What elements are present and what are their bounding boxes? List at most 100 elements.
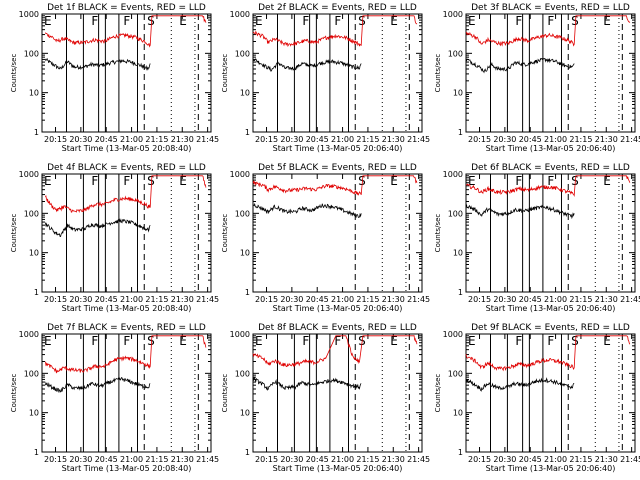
y-axis-label: Counts/sec: [10, 54, 18, 93]
interval-marker: S: [147, 14, 155, 28]
interval-marker: S: [147, 174, 155, 188]
x-tick-label: 21:30: [171, 135, 194, 144]
x-tick-label: 20:30: [69, 295, 92, 304]
x-tick-label: 20:30: [280, 135, 303, 144]
interval-marker: F: [515, 334, 522, 348]
interval-marker: F: [123, 14, 130, 28]
x-tick-label: 20:15: [44, 455, 67, 464]
x-tick-label: 21:15: [569, 455, 592, 464]
plot-frame: [465, 333, 636, 453]
y-tick-label: 1: [458, 448, 463, 457]
interval-marker: E: [44, 334, 52, 348]
plot-frame: [41, 173, 212, 293]
chart-panel-3: Det 3f BLACK = Events, RED = LLD 1 10 100 10…: [434, 3, 640, 153]
interval-marker: S: [571, 174, 579, 188]
interval-marker: F: [515, 14, 522, 28]
x-tick-label: 21:30: [382, 135, 405, 144]
x-tick-label: 20:30: [493, 135, 516, 144]
interval-marker: S: [571, 14, 579, 28]
x-tick-label: 20:45: [95, 455, 118, 464]
x-tick-label: 21:30: [595, 455, 618, 464]
x-tick-label: 21:15: [356, 135, 379, 144]
x-tick-label: 21:45: [196, 455, 219, 464]
x-axis-label: Start Time (13-Mar-05 20:06:40): [273, 304, 403, 313]
chart-panel-7: Det 7f BLACK = Events, RED = LLD 1 10 100 10…: [10, 323, 219, 473]
plot-frame: [465, 13, 636, 133]
chart-title: Det 1f BLACK = Events, RED = LLD: [47, 3, 206, 13]
x-tick-label: 21:30: [595, 295, 618, 304]
x-tick-label: 20:15: [468, 295, 491, 304]
interval-marker: E: [603, 174, 611, 188]
chart-panel-6: Det 6f BLACK = Events, RED = LLD 1 10 100 10…: [434, 163, 640, 313]
x-tick-label: 20:45: [519, 295, 542, 304]
events-series-line: [252, 376, 362, 391]
chart-title: Det 9f BLACK = Events, RED = LLD: [471, 323, 630, 333]
y-tick-label: 1: [34, 128, 39, 137]
events-series-line: [465, 203, 575, 220]
interval-marker: E: [468, 174, 476, 188]
x-tick-label: 20:30: [280, 455, 303, 464]
x-tick-label: 20:45: [306, 295, 329, 304]
lld-series-line: [465, 335, 631, 372]
y-axis-label: Counts/sec: [10, 214, 18, 253]
x-tick-label: 20:30: [493, 295, 516, 304]
interval-marker: F: [334, 334, 341, 348]
x-tick-label: 21:30: [595, 135, 618, 144]
x-tick-label: 21:45: [407, 295, 430, 304]
y-tick-label: 100: [448, 209, 463, 218]
x-tick-label: 21:15: [569, 295, 592, 304]
y-tick-label: 100: [235, 49, 250, 58]
x-tick-label: 21:30: [382, 295, 405, 304]
x-tick-label: 20:15: [255, 455, 278, 464]
interval-marker: E: [255, 334, 263, 348]
interval-marker: F: [302, 334, 309, 348]
events-series-line: [45, 376, 151, 393]
x-tick-label: 21:00: [120, 295, 143, 304]
interval-marker: F: [515, 174, 522, 188]
lld-series-line: [252, 175, 418, 196]
x-tick-label: 21:00: [544, 455, 567, 464]
chart-panel-5: Det 5f BLACK = Events, RED = LLD 1 10 100 10…: [221, 163, 430, 313]
x-tick-label: 20:45: [306, 135, 329, 144]
chart-title: Det 5f BLACK = Events, RED = LLD: [258, 163, 417, 173]
interval-marker: F: [547, 14, 554, 28]
plot-frame: [41, 333, 212, 453]
interval-marker: F: [91, 14, 98, 28]
interval-marker: F: [547, 174, 554, 188]
y-tick-label: 1000: [443, 10, 463, 19]
lld-series-line: [45, 175, 207, 214]
events-series-line: [465, 377, 575, 392]
interval-marker: E: [179, 174, 187, 188]
x-tick-label: 20:15: [44, 295, 67, 304]
y-tick-label: 10: [240, 409, 250, 418]
plot-frame: [41, 13, 212, 133]
x-tick-label: 21:00: [331, 135, 354, 144]
x-axis-label: Start Time (13-Mar-05 20:06:40): [486, 464, 616, 473]
y-axis-label: Counts/sec: [434, 214, 442, 253]
chart-panel-4: Det 4f BLACK = Events, RED = LLD 1 10 100 10…: [10, 163, 219, 313]
chart-title: Det 6f BLACK = Events, RED = LLD: [471, 163, 630, 173]
x-tick-label: 20:30: [280, 295, 303, 304]
y-tick-label: 10: [240, 89, 250, 98]
y-axis-label: Counts/sec: [221, 214, 229, 253]
x-tick-label: 21:45: [620, 135, 640, 144]
y-tick-label: 100: [448, 369, 463, 378]
x-tick-label: 20:15: [44, 135, 67, 144]
x-tick-label: 21:45: [620, 455, 640, 464]
y-tick-label: 1000: [230, 170, 250, 179]
x-axis-label: Start Time (13-Mar-05 20:08:40): [62, 304, 192, 313]
y-tick-label: 1: [245, 288, 250, 297]
lld-series-line: [252, 15, 418, 47]
y-tick-label: 1000: [19, 170, 39, 179]
plot-frame: [252, 13, 423, 133]
interval-marker: E: [390, 174, 398, 188]
y-tick-label: 100: [24, 49, 39, 58]
x-tick-label: 21:15: [356, 455, 379, 464]
y-tick-label: 1: [458, 128, 463, 137]
chart-panel-1: Det 1f BLACK = Events, RED = LLD 1 10 100 10…: [10, 3, 219, 153]
interval-marker: E: [390, 334, 398, 348]
x-tick-label: 21:00: [120, 135, 143, 144]
x-axis-label: Start Time (13-Mar-05 20:06:40): [273, 464, 403, 473]
lld-series-line: [465, 175, 631, 197]
